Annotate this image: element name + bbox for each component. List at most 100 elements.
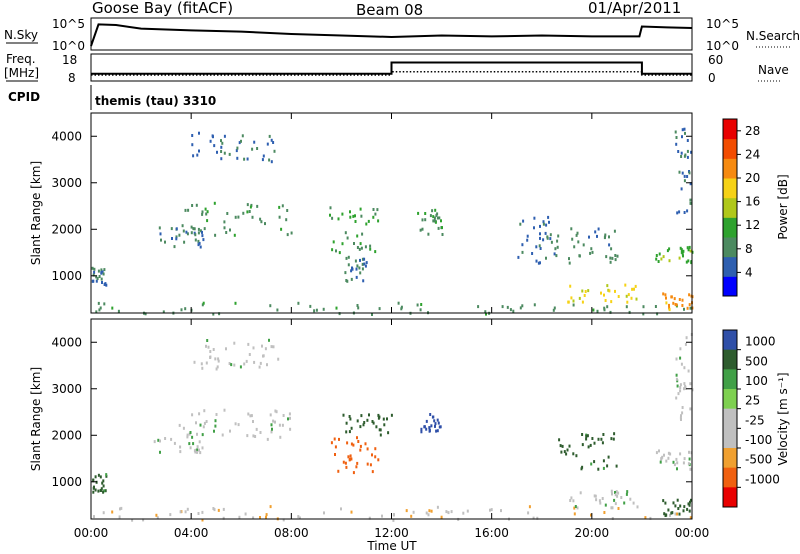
data-cell [236, 156, 239, 160]
data-cell [240, 139, 242, 143]
data-cell [212, 507, 215, 510]
data-cell [358, 247, 361, 251]
data-cell [665, 513, 668, 517]
colorbar-block [723, 349, 737, 370]
data-cell [595, 498, 598, 502]
data-cell [531, 252, 534, 255]
data-cell [278, 423, 281, 427]
y-tick-label: 4000 [51, 129, 82, 143]
freq-right-tick-top: 60 [708, 53, 723, 67]
data-cell [674, 504, 677, 508]
data-cell [433, 219, 436, 223]
data-cell [179, 510, 182, 514]
x-tick-label: 12:00 [374, 526, 409, 540]
data-cell [103, 302, 106, 306]
data-cell [572, 499, 575, 503]
data-cell [222, 516, 225, 520]
data-cell [568, 261, 571, 265]
data-cell [680, 248, 683, 252]
freq-left-tick-top: 18 [62, 53, 77, 67]
data-cell [101, 281, 103, 284]
data-cell [201, 210, 204, 214]
data-cell [92, 490, 95, 494]
data-cell [374, 250, 377, 254]
data-cell [197, 243, 200, 247]
data-cell [387, 431, 390, 435]
data-cell [669, 513, 671, 517]
data-cell [233, 363, 236, 367]
data-cell [362, 279, 365, 283]
data-cell [192, 154, 195, 158]
data-cell [573, 506, 576, 510]
freq-label: Freq. [6, 52, 36, 66]
data-cell [684, 342, 687, 346]
data-cell [244, 512, 247, 516]
data-cell [573, 512, 576, 516]
data-cell [262, 154, 265, 158]
data-cell [223, 134, 226, 138]
data-cell [535, 259, 538, 263]
data-cell [209, 355, 212, 359]
data-cell [338, 437, 340, 441]
data-cell [686, 507, 689, 511]
data-cell [349, 210, 351, 214]
data-cell [436, 505, 439, 509]
data-cell [581, 433, 584, 436]
data-cell [192, 227, 195, 231]
data-cell [359, 444, 362, 448]
data-cell [512, 309, 515, 313]
data-cell [561, 444, 564, 448]
data-cell [683, 505, 686, 509]
data-cell [362, 423, 365, 427]
data-cell [248, 353, 251, 356]
data-cell [367, 219, 370, 223]
data-cell [364, 245, 367, 249]
data-cell [359, 271, 362, 275]
data-cell [289, 416, 291, 420]
colorbar-block [723, 276, 737, 297]
data-cell [358, 266, 361, 270]
data-cell [679, 416, 682, 420]
data-cell [334, 445, 337, 449]
data-cell [359, 242, 362, 246]
data-cell [230, 363, 233, 367]
data-cell [131, 518, 134, 522]
data-cell [181, 224, 184, 228]
data-cell [180, 308, 183, 312]
data-cell [553, 252, 556, 256]
data-cell [657, 260, 660, 263]
data-cell [581, 289, 584, 293]
data-cell [533, 216, 536, 220]
data-cell [333, 437, 336, 441]
data-cell [397, 301, 400, 305]
data-cell [517, 255, 520, 259]
data-cell [673, 297, 676, 301]
data-cell [644, 516, 647, 520]
data-cell [226, 212, 229, 215]
data-cell [582, 243, 585, 247]
data-cell [683, 127, 686, 131]
data-cell [420, 303, 423, 306]
data-cell [256, 204, 259, 208]
data-cell [278, 205, 281, 209]
data-cell [542, 238, 545, 242]
data-cell [680, 414, 682, 418]
data-cell [246, 434, 249, 438]
colorbar-block [723, 217, 737, 238]
data-cell [563, 450, 566, 454]
data-cell [357, 306, 360, 310]
data-cell [685, 336, 688, 340]
data-cell [277, 357, 280, 361]
data-cell [667, 451, 670, 455]
data-cell [539, 247, 542, 250]
data-cell [681, 406, 684, 409]
data-cell [663, 453, 665, 457]
data-cell [606, 284, 609, 288]
data-cell [191, 134, 194, 137]
power-colorbar: 4 8 12 16 20 24 28 Power [dB] [722, 118, 790, 297]
data-cell [359, 258, 361, 262]
noise-panel-frame [90, 17, 693, 51]
data-cell [331, 216, 334, 220]
data-cell [560, 450, 563, 454]
data-cell [462, 511, 465, 515]
